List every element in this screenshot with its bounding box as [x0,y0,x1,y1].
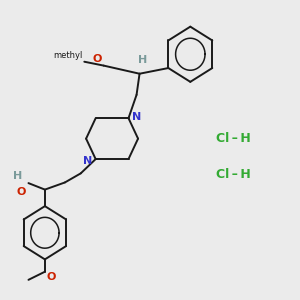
Text: N: N [132,112,141,122]
Text: Cl – H: Cl – H [216,132,250,145]
Text: O: O [93,54,102,64]
Text: methyl: methyl [53,51,83,60]
Text: O: O [46,272,56,282]
Text: H: H [138,55,147,64]
Text: H: H [13,172,22,182]
Text: N: N [83,156,92,166]
Text: Cl – H: Cl – H [216,168,250,181]
Text: O: O [16,187,26,197]
